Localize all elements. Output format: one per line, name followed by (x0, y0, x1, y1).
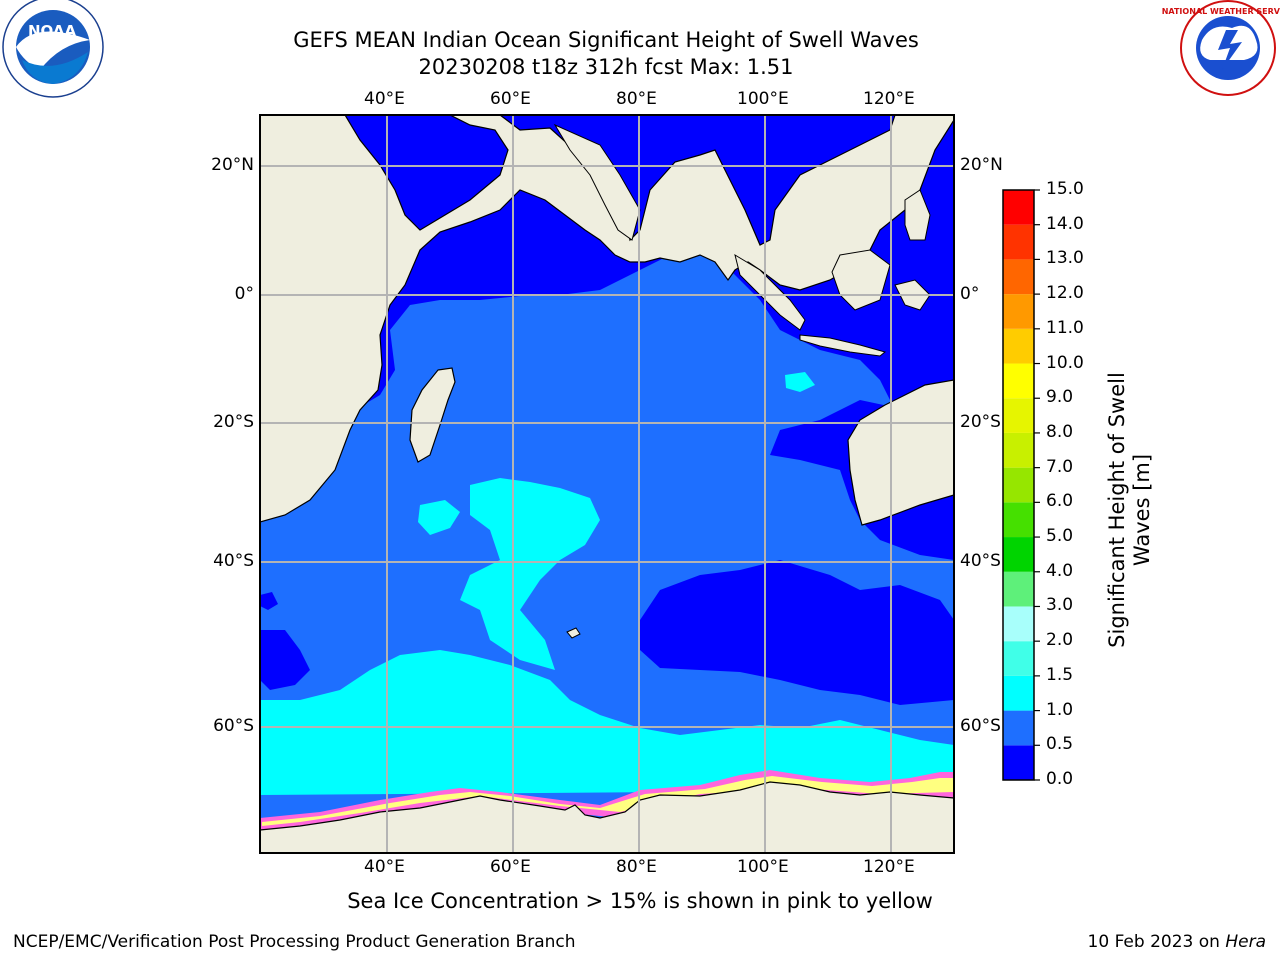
bottom-lon-tick: 120°E (863, 857, 915, 877)
colorbar-bin (1003, 328, 1034, 364)
left-lat-tick: 0° (234, 284, 254, 304)
right-lat-tick: 20°N (960, 155, 1003, 175)
colorbar-label: 0.5 (1046, 734, 1074, 755)
bottom-lon-tick: 100°E (737, 857, 789, 877)
india-land (553, 123, 641, 241)
nws-logo: NATIONAL WEATHER SERVICE (1162, 0, 1280, 96)
plot-frame (259, 114, 955, 854)
top-lon-tick: 60°E (490, 89, 531, 109)
chart-title: GEFS MEAN Indian Ocean Significant Heigh… (293, 28, 919, 52)
footer-date-text: 10 Feb 2023 on (1087, 932, 1226, 952)
left-lat-tick: 40°S (213, 551, 254, 571)
colorbar-bin (1003, 432, 1034, 468)
bottom-lon-tick: 40°E (364, 857, 405, 877)
colorbar-bin (1003, 641, 1034, 676)
colorbar-title: Significant Height of Swell Waves [m] (1105, 345, 1155, 675)
colorbar-bin (1003, 224, 1034, 260)
top-lon-tick: 120°E (863, 89, 915, 109)
noaa-logo: NOAA (2, 0, 104, 98)
colorbar-bin (1003, 190, 1034, 225)
colorbar-bin (1003, 259, 1034, 295)
antarctica-land (260, 781, 954, 853)
chart-subtitle: 20230208 t18z 312h fcst Max: 1.51 (418, 55, 794, 79)
colorbar-label: 15.0 (1046, 179, 1084, 199)
colorbar-bin (1003, 606, 1034, 642)
sea-ice-caption: Sea Ice Concentration > 15% is shown in … (347, 889, 933, 913)
left-lat-tick: 20°S (213, 412, 254, 432)
colorbar-bin (1003, 467, 1034, 503)
right-lat-tick: 0° (960, 284, 980, 304)
colorbar (1002, 189, 1040, 781)
madagascar-land (409, 367, 456, 463)
australia-land (847, 379, 954, 526)
colorbar-bin (1003, 294, 1034, 329)
colorbar-bin (1003, 571, 1034, 607)
top-lon-tick: 100°E (737, 89, 789, 109)
colorbar-label: 13.0 (1046, 248, 1084, 269)
colorbar-frame (1002, 189, 1035, 781)
noaa-logo-text: NOAA (28, 22, 77, 40)
bottom-lon-tick: 60°E (490, 857, 531, 877)
colorbar-label: 9.0 (1046, 387, 1074, 408)
colorbar-label: 3.0 (1046, 595, 1074, 616)
colorbar-label: 2.0 (1046, 630, 1074, 651)
colorbar-bin (1003, 745, 1034, 780)
right-lat-tick: 20°S (960, 412, 1001, 432)
colorbar-title-line2: Waves [m] (1130, 453, 1154, 567)
colorbar-label: 7.0 (1046, 456, 1074, 477)
svg-text:NATIONAL WEATHER SERVICE: NATIONAL WEATHER SERVICE (1162, 7, 1280, 16)
right-lat-tick: 60°S (960, 716, 1001, 736)
footer-host: Hera (1225, 932, 1266, 952)
moderate-swell-region-south (260, 650, 954, 795)
colorbar-label: 4.0 (1046, 560, 1074, 581)
colorbar-label: 11.0 (1046, 317, 1084, 338)
colorbar-bin (1003, 363, 1034, 399)
colorbar-label: 8.0 (1046, 421, 1074, 442)
colorbar-bin (1003, 398, 1034, 433)
colorbar-bin (1003, 537, 1034, 572)
left-lat-tick: 60°S (213, 716, 254, 736)
colorbar-bin (1003, 502, 1034, 538)
colorbar-bin (1003, 675, 1034, 711)
colorbar-label: 0.0 (1046, 769, 1074, 789)
footer-producer: NCEP/EMC/Verification Post Processing Pr… (13, 932, 576, 952)
left-lat-tick: 20°N (211, 155, 254, 175)
colorbar-label: 6.0 (1046, 491, 1074, 512)
right-lat-tick: 40°S (960, 551, 1001, 571)
colorbar-label: 14.0 (1046, 213, 1084, 234)
colorbar-label: 1.5 (1046, 664, 1074, 685)
colorbar-label: 1.0 (1046, 699, 1074, 720)
top-lon-tick: 80°E (616, 89, 657, 109)
colorbar-label: 12.0 (1046, 283, 1084, 304)
top-lon-tick: 40°E (364, 89, 405, 109)
footer-date: 10 Feb 2023 on Hera (1088, 932, 1266, 952)
colorbar-label: 10.0 (1046, 352, 1084, 373)
graticule (260, 115, 954, 853)
colorbar-bin (1003, 710, 1034, 746)
colorbar-label: 5.0 (1046, 526, 1074, 547)
bottom-lon-tick: 80°E (616, 857, 657, 877)
colorbar-title-line1: Significant Height of Swell (1105, 372, 1129, 648)
